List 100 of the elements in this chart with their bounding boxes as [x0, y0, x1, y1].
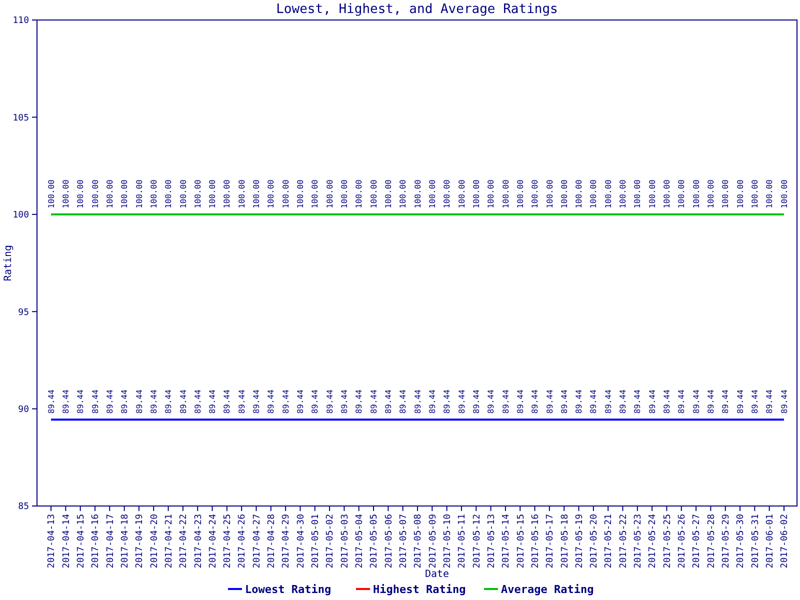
data-label: 89.44 [780, 389, 789, 414]
x-tick-label: 2017-05-24 [648, 514, 658, 568]
data-label: 100.00 [721, 179, 730, 208]
data-label: 100.00 [164, 179, 174, 208]
data-label: 100.00 [545, 179, 554, 208]
x-tick-label: 2017-05-15 [516, 514, 526, 568]
x-tick-label: 2017-05-31 [750, 514, 761, 568]
data-label: 100.00 [354, 179, 364, 208]
x-tick-label: 2017-05-21 [604, 514, 614, 568]
x-tick-label: 2017-04-28 [267, 514, 278, 568]
y-tick-label: 95 [18, 308, 29, 318]
data-label: 100.00 [413, 179, 422, 208]
x-tick-label: 2017-05-29 [722, 514, 732, 568]
chart-title: Lowest, Highest, and Average Ratings [276, 2, 558, 17]
data-label: 89.44 [120, 389, 130, 414]
y-tick-label: 100 [12, 210, 29, 221]
x-tick-label: 2017-04-24 [208, 514, 218, 568]
data-label: 100.00 [90, 179, 100, 208]
data-label: 100.00 [633, 179, 642, 208]
data-label: 89.44 [354, 389, 364, 414]
data-label: 100.00 [706, 179, 716, 208]
legend-label: Lowest Rating [245, 583, 332, 596]
x-tick-label: 2017-05-20 [590, 514, 600, 568]
data-label: 89.44 [296, 389, 306, 414]
x-tick-label: 2017-04-18 [120, 514, 130, 568]
x-tick-label: 2017-04-13 [47, 514, 58, 568]
data-label: 100.00 [530, 179, 540, 208]
x-tick-label: 2017-05-04 [355, 514, 366, 568]
data-label: 89.44 [90, 389, 100, 414]
x-tick-label: 2017-04-25 [223, 514, 234, 568]
data-label: 89.44 [472, 389, 481, 414]
data-label: 100.00 [46, 179, 56, 208]
data-label: 100.00 [149, 179, 158, 208]
data-label: 100.00 [208, 179, 218, 208]
data-label: 100.00 [472, 179, 481, 208]
x-tick-label: 2017-05-13 [486, 514, 497, 568]
x-tick-label: 2017-04-19 [135, 514, 146, 568]
x-tick-label: 2017-05-30 [736, 514, 746, 568]
data-label: 89.44 [398, 389, 408, 414]
data-label: 100.00 [648, 179, 657, 208]
data-label: 100.00 [677, 179, 686, 208]
y-tick-label: 85 [18, 502, 29, 512]
data-label: 100.00 [369, 179, 378, 208]
data-label: 89.44 [560, 389, 569, 414]
data-label: 89.44 [266, 389, 276, 414]
y-axis-title: Rating [3, 244, 14, 282]
x-tick-label: 2017-04-20 [150, 514, 160, 568]
data-label: 89.44 [648, 389, 657, 414]
data-label: 89.44 [61, 389, 70, 414]
x-tick-label: 2017-05-03 [340, 514, 350, 568]
data-label: 89.44 [574, 389, 584, 414]
x-tick-label: 2017-05-06 [384, 514, 394, 568]
x-tick-label: 2017-05-19 [574, 514, 585, 568]
data-label: 100.00 [310, 179, 320, 208]
x-tick-label: 2017-06-02 [780, 514, 790, 568]
data-label: 100.00 [76, 179, 86, 208]
x-tick-label: 2017-05-02 [326, 514, 336, 568]
data-label: 100.00 [237, 179, 246, 208]
data-label: 89.44 [604, 389, 613, 414]
x-tick-label: 2017-04-23 [194, 514, 204, 568]
data-label: 89.44 [325, 389, 334, 414]
data-label: 89.44 [516, 389, 525, 414]
data-label: 100.00 [296, 179, 306, 208]
x-tick-label: 2017-05-09 [428, 514, 438, 568]
data-label: 89.44 [76, 389, 86, 414]
data-label: 100.00 [105, 179, 114, 208]
x-tick-label: 2017-05-01 [311, 514, 322, 568]
data-label: 89.44 [178, 389, 188, 414]
data-label: 100.00 [574, 179, 584, 208]
x-tick-label: 2017-06-01 [765, 514, 776, 568]
data-label: 89.44 [164, 389, 174, 414]
data-label: 89.44 [222, 389, 232, 414]
x-tick-label: 2017-04-27 [252, 514, 262, 568]
data-label: 89.44 [662, 389, 672, 414]
data-label: 89.44 [384, 389, 393, 414]
x-tick-label: 2017-05-08 [414, 514, 424, 568]
x-tick-label: 2017-05-16 [530, 514, 541, 568]
data-label: 100.00 [780, 179, 789, 208]
data-label: 100.00 [457, 179, 466, 208]
x-tick-label: 2017-04-30 [296, 514, 306, 568]
y-tick-label: 110 [12, 16, 29, 26]
data-label: 89.44 [765, 389, 774, 414]
x-tick-label: 2017-04-15 [76, 514, 86, 568]
x-tick-label: 2017-04-16 [91, 514, 102, 568]
data-label: 89.44 [134, 389, 144, 414]
data-label: 89.44 [252, 389, 262, 414]
data-label: 100.00 [560, 179, 569, 208]
data-label: 100.00 [736, 179, 745, 208]
x-tick-label: 2017-05-07 [398, 514, 409, 568]
data-label: 89.44 [677, 389, 686, 414]
data-label: 89.44 [618, 389, 628, 414]
data-label: 89.44 [46, 389, 56, 414]
data-label: 100.00 [589, 179, 598, 208]
data-label: 89.44 [310, 389, 320, 414]
data-label: 100.00 [252, 179, 262, 208]
x-tick-label: 2017-05-05 [370, 514, 380, 568]
data-label: 89.44 [736, 389, 745, 414]
data-label: 100.00 [692, 179, 701, 208]
x-tick-label: 2017-05-10 [442, 514, 453, 568]
data-label: 100.00 [193, 179, 202, 208]
